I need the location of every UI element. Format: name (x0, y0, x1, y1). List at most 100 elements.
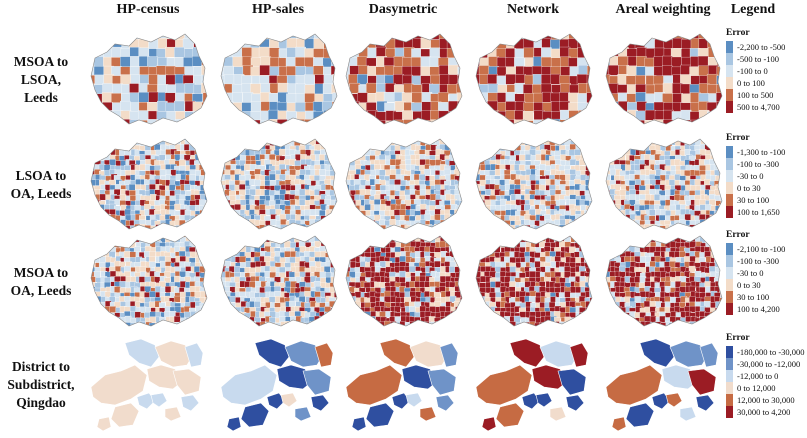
map-zone (190, 327, 196, 332)
map-zone (485, 139, 493, 141)
map-zone (95, 144, 103, 152)
map-zone (299, 188, 306, 196)
map-zone (205, 190, 207, 197)
row-header-line: District to (11, 359, 71, 374)
map-zone (254, 237, 262, 244)
map-zone (250, 236, 257, 243)
column-header-0: HP-census (116, 2, 180, 17)
map-zone (221, 154, 222, 162)
map-zone (91, 246, 92, 253)
map-zone (204, 246, 207, 254)
map-zone (277, 82, 289, 94)
map-zone (589, 153, 592, 161)
map-zone (330, 139, 337, 142)
map-zone (346, 236, 347, 243)
map-zone (594, 144, 596, 150)
map-zone (424, 236, 431, 239)
map-zone (449, 220, 456, 228)
map-zone (223, 301, 231, 308)
map-zone (349, 237, 357, 245)
map-zone (340, 200, 345, 206)
map-zone (139, 34, 151, 41)
map-zone (374, 236, 381, 238)
map-zone (290, 315, 297, 323)
map-zone (99, 322, 106, 326)
map-zone (606, 144, 607, 151)
map-zone (346, 170, 347, 177)
map-zone (487, 100, 498, 112)
map-zone (464, 282, 466, 288)
map-zone (91, 205, 98, 212)
map-zone (705, 204, 712, 211)
map-zone (520, 139, 528, 141)
map-zone (194, 225, 201, 229)
map-zone (249, 139, 257, 147)
map-zone (496, 34, 507, 40)
map-zone (346, 311, 351, 318)
map-zone (223, 92, 234, 104)
map-zone (364, 203, 371, 211)
map-zone (672, 37, 683, 49)
map-zone (296, 129, 306, 130)
map-zone (221, 325, 222, 326)
map-zone (329, 317, 337, 325)
map-zone (476, 120, 482, 124)
map-zone (704, 179, 711, 186)
map-zone (156, 111, 168, 122)
map-zone (589, 170, 592, 178)
map-zone (286, 65, 297, 77)
map-zone (369, 296, 377, 303)
map-zone (585, 220, 592, 228)
map-zone (349, 120, 360, 124)
map-zone (478, 129, 488, 130)
map-zone (205, 272, 207, 280)
map-zone (91, 297, 92, 305)
map-outline (475, 138, 593, 230)
map-zone (674, 159, 681, 166)
map-zone (204, 321, 207, 326)
map-zone (221, 84, 225, 95)
map-zone (245, 139, 252, 143)
map-zone (454, 219, 461, 227)
map-zone (497, 129, 507, 130)
map-zone (409, 236, 416, 240)
map-zone (91, 219, 92, 226)
map-zone (364, 236, 371, 239)
map-zone (580, 139, 588, 146)
map-zone (129, 139, 136, 143)
map-zone (662, 82, 674, 94)
map-zone (669, 139, 677, 141)
map-zone (289, 169, 296, 176)
map-zone (403, 119, 415, 124)
map-zone (198, 224, 206, 229)
map-zone (459, 149, 462, 156)
map-zone (559, 46, 571, 58)
map-zone (286, 47, 297, 58)
map-outline (90, 33, 208, 125)
map-zone (346, 236, 353, 239)
map-zone (190, 139, 198, 142)
map-zone (305, 236, 313, 240)
map-zone (453, 154, 461, 161)
map-zone (221, 322, 222, 326)
map-zone (346, 155, 347, 163)
map-zone (346, 139, 351, 143)
map-zone (250, 236, 258, 239)
map-zone (129, 83, 140, 94)
map-zone (93, 209, 101, 217)
map-zone (111, 326, 117, 332)
map-zone (200, 159, 207, 166)
map-zone (125, 139, 132, 143)
map-zone (480, 140, 487, 148)
map-zone (205, 312, 207, 320)
row-header-1: LSOA to OA, Leeds (0, 167, 82, 203)
choropleth-map-r0-c2 (345, 33, 463, 125)
map-zone (383, 91, 395, 103)
map-zone (354, 305, 361, 313)
map-zone (324, 328, 330, 332)
map-zone (470, 150, 475, 156)
map-zone (617, 56, 629, 67)
map-zone (399, 139, 407, 146)
map-zone (608, 110, 619, 122)
map-zone (699, 224, 706, 229)
